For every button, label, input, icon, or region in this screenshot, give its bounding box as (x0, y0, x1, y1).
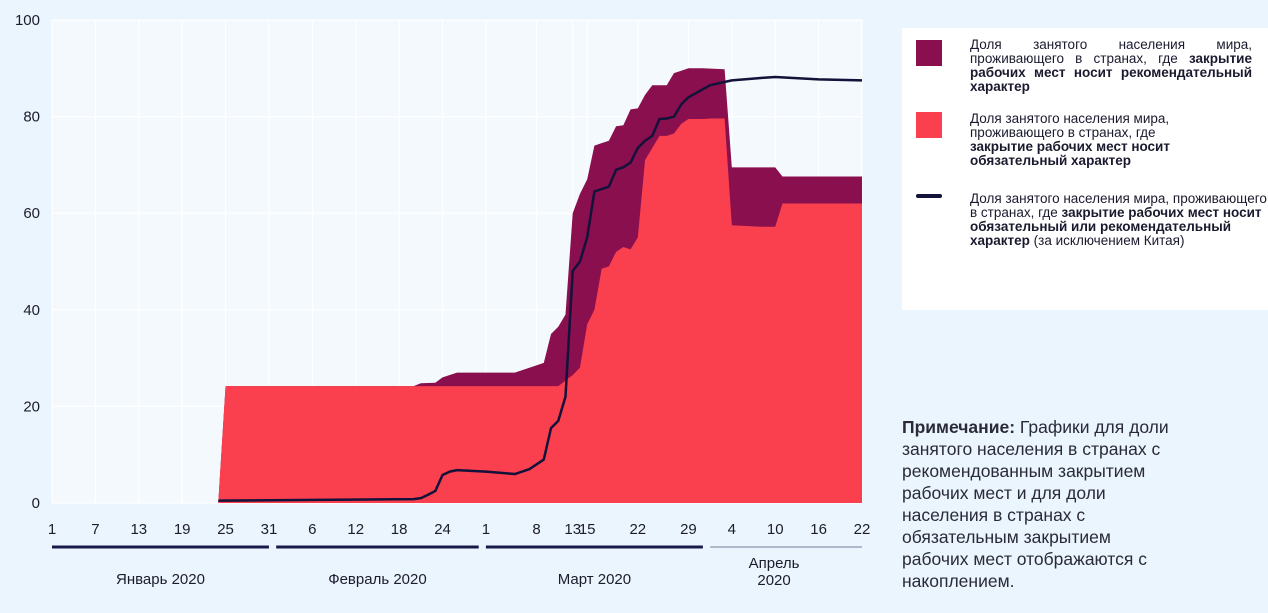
month-label: Март 2020 (558, 571, 631, 588)
legend-swatch-mandatory (916, 112, 942, 138)
legend-swatch-recommended (916, 40, 942, 66)
x-tick-label: 24 (434, 521, 451, 538)
x-tick-label: 25 (217, 521, 234, 538)
y-tick-label: 60 (23, 205, 40, 222)
x-tick-label: 16 (810, 521, 827, 538)
areas (218, 68, 862, 504)
x-tick-label: 18 (391, 521, 408, 538)
x-tick-label: 22 (854, 521, 871, 538)
x-tick-label: 12 (347, 521, 364, 538)
y-tick-label: 100 (15, 12, 40, 29)
x-tick-label: 15 (579, 521, 596, 538)
y-tick-label: 80 (23, 109, 40, 126)
y-tick-label: 20 (23, 398, 40, 415)
x-tick-label: 8 (532, 521, 540, 538)
note: Примечание: Графики для доли занятого на… (902, 416, 1182, 592)
x-tick-label: 1 (48, 521, 56, 538)
x-tick-label: 4 (728, 521, 736, 538)
x-tick-label: 13 (130, 521, 147, 538)
month-label: Февраль 2020 (328, 571, 427, 588)
legend-text-combined: Доля занятого населения мира, проживающе… (970, 192, 1268, 248)
month-label: Апрель 2020 (749, 555, 800, 589)
x-tick-label: 7 (91, 521, 99, 538)
x-tick-label: 6 (308, 521, 316, 538)
x-tick-label: 31 (261, 521, 278, 538)
y-tick-label: 40 (23, 302, 40, 319)
series-line-combined (218, 75, 863, 502)
x-tick-label: 22 (629, 521, 646, 538)
x-tick-label: 13 (564, 521, 581, 538)
x-tick-label: 1 (482, 521, 490, 538)
legend: Доля занятого населения мира, проживающе… (902, 28, 1268, 310)
month-label-line: Апрель (749, 555, 800, 572)
legend-normal-mandatory: Доля занятого населения мира, проживающе… (970, 111, 1170, 140)
note-label: Примечание: (902, 417, 1016, 437)
note-text: Графики для доли занятого населения в ст… (902, 417, 1169, 591)
x-tick-label: 10 (767, 521, 784, 538)
legend-tail-combined: (за исключением Китая) (1029, 233, 1185, 248)
legend-text-recommended: Доля занятого населения мира, проживающе… (970, 38, 1252, 94)
legend-bold-recommended: закрытие рабочих мест носит рекомендател… (970, 51, 1252, 94)
lines (218, 75, 863, 502)
legend-text-mandatory: Доля занятого населения мира, проживающе… (970, 112, 1210, 168)
month-label-line: 2020 (757, 572, 790, 589)
x-tick-label: 29 (680, 521, 697, 538)
x-tick-label: 19 (174, 521, 191, 538)
series-area-mandatory (218, 118, 862, 504)
legend-normal2-combined: в странах, где (970, 205, 1062, 220)
legend-bold-combined: закрытие рабочих мест носит обязательный… (970, 205, 1262, 248)
legend-normal-recommended: Доля занятого населения мира, проживающе… (970, 37, 1252, 66)
legend-bold-mandatory: закрытие рабочих мест носит обязательный… (970, 139, 1170, 168)
legend-normal1-combined: Доля занятого населения мира, проживающе… (970, 191, 1267, 206)
month-label: Январь 2020 (116, 571, 205, 588)
legend-swatch-combined (916, 194, 942, 198)
y-tick-label: 0 (32, 495, 40, 512)
